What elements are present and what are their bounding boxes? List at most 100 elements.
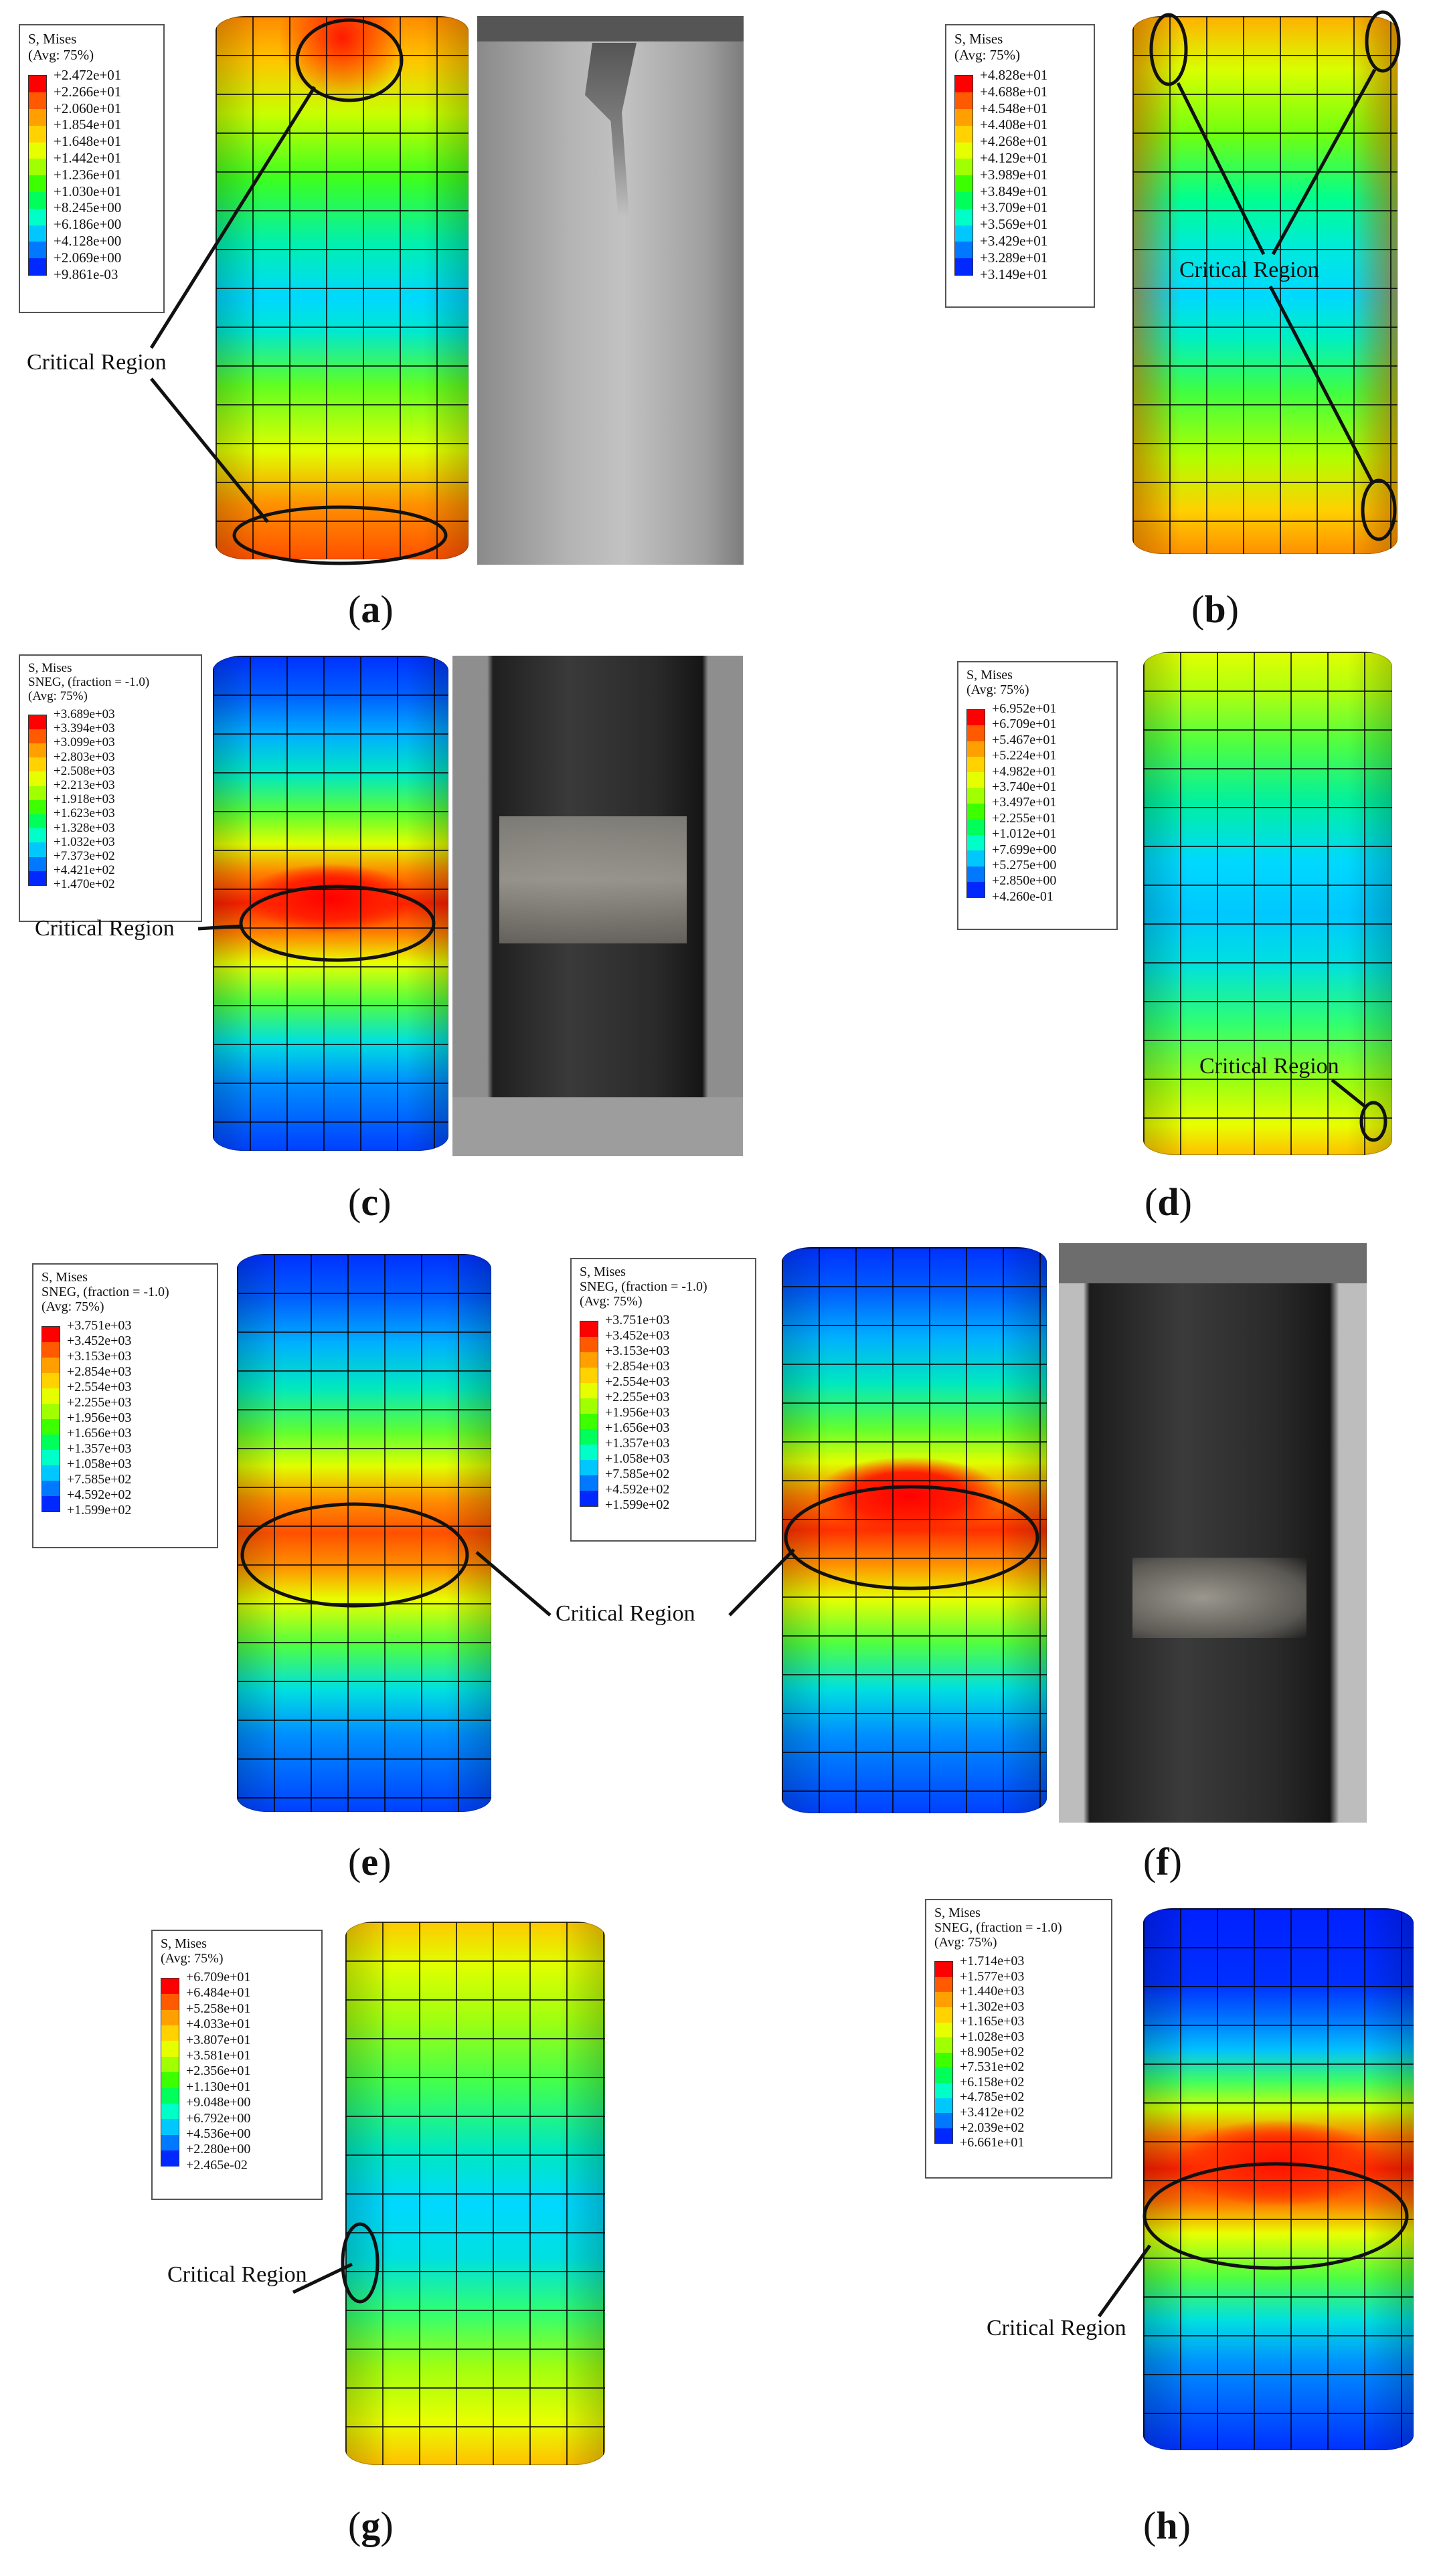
legend-value: +4.129e+01 [980, 149, 1048, 166]
legend-value: +4.548e+01 [980, 100, 1048, 116]
legend-value: +2.803e+03 [54, 749, 115, 764]
legend-swatch [955, 208, 973, 225]
legend-swatch [29, 225, 46, 242]
critical-region-label-a: Critical Region [27, 350, 167, 375]
legend-value: +1.032e+03 [54, 834, 115, 849]
legend-swatch [967, 882, 985, 898]
legend-swatch [580, 1352, 598, 1368]
legend-swatch [935, 1976, 952, 1993]
legend-swatch [29, 191, 46, 209]
legend-swatch [29, 76, 46, 93]
legend-swatch [42, 1342, 60, 1358]
caption-c: (c) [348, 1180, 392, 1224]
legend-swatch [42, 1418, 60, 1435]
legend-swatch [29, 175, 46, 192]
caption-b: (b) [1191, 587, 1239, 631]
caption-g: (g) [348, 2504, 394, 2547]
legend-value: +3.709e+01 [980, 199, 1048, 216]
legend-swatch [935, 2037, 952, 2053]
legend-value: +2.266e+01 [54, 83, 122, 100]
legend-swatch [955, 242, 973, 259]
legend-a-colorbar [28, 75, 47, 276]
legend-value: +4.408e+01 [980, 116, 1048, 133]
caption-d: (d) [1145, 1180, 1192, 1224]
legend-d-values: +6.952e+01 +6.709e+01 +5.467e+01 +5.224e+01… [992, 701, 1056, 905]
legend-value: +5.224e+01 [992, 748, 1057, 763]
legend-value: +2.060e+01 [54, 100, 122, 116]
legend-value: +2.280e+00 [186, 2142, 251, 2157]
legend-swatch [29, 159, 46, 176]
legend-swatch [967, 866, 985, 883]
legend-value: +2.508e+03 [54, 763, 115, 778]
legend-swatch [29, 743, 46, 758]
legend-value: +1.028e+03 [960, 2029, 1025, 2044]
legend-swatch [935, 2128, 952, 2144]
legend-swatch [29, 92, 46, 109]
legend-value: +2.472e+01 [54, 67, 122, 83]
legend-value: +1.470e+02 [54, 877, 115, 892]
legend-value: +6.186e+00 [54, 216, 122, 233]
legend-b-header-2: (Avg: 75%) [954, 47, 1021, 63]
legend-value: +3.289e+01 [980, 249, 1048, 266]
legend-value: +3.149e+01 [980, 266, 1048, 282]
photo-a-crack [585, 43, 637, 217]
legend-e-colorbar [41, 1325, 60, 1512]
legend-value: +8.245e+00 [54, 199, 122, 216]
legend-value: +1.956e+03 [67, 1410, 132, 1425]
legend-value: +3.452e+03 [67, 1333, 132, 1348]
legend-swatch [955, 142, 973, 159]
legend-swatch [161, 2134, 179, 2151]
legend-value: +6.484e+01 [186, 1985, 251, 2001]
legend-swatch [29, 142, 46, 159]
caption-f: (f) [1143, 1840, 1182, 1883]
legend-value: +4.785e+02 [960, 2090, 1025, 2105]
legend-swatch [955, 191, 973, 209]
legend-f-header-3: (Avg: 75%) [580, 1294, 643, 1309]
legend-value: +1.623e+03 [54, 806, 115, 821]
legend-value: +6.158e+02 [960, 2074, 1025, 2090]
legend-swatch [580, 1444, 598, 1460]
legend-swatch [955, 92, 973, 109]
legend-value: +6.709e+01 [992, 717, 1057, 732]
legend-value: +1.599e+02 [605, 1497, 670, 1512]
legend-value: +2.554e+03 [605, 1374, 670, 1389]
legend-e-header-2: SNEG, (fraction = -1.0) [41, 1285, 169, 1299]
legend-c-colorbar [28, 714, 47, 886]
legend-value: +1.648e+01 [54, 133, 122, 150]
legend-c-values: +3.689e+03 +3.394e+03 +3.099e+03 +2.803e+03… [54, 707, 115, 891]
legend-swatch [935, 2083, 952, 2098]
legend-swatch [29, 108, 46, 126]
legend-value: +2.854e+03 [605, 1359, 670, 1374]
legend-swatch [935, 2098, 952, 2114]
legend-value: +4.128e+00 [54, 232, 122, 249]
legend-f-values: +3.751e+03 +3.452e+03 +3.153e+03 +2.854e+03… [605, 1313, 669, 1513]
legend-h-header-3: (Avg: 75%) [934, 1935, 997, 1950]
legend-value: +1.058e+03 [605, 1451, 670, 1466]
legend-value: +1.854e+01 [54, 116, 122, 133]
photo-f-platen [1059, 1243, 1367, 1283]
legend-f-header-1: S, Mises [580, 1265, 626, 1279]
legend-swatch [580, 1429, 598, 1445]
legend-swatch [29, 842, 46, 857]
legend-swatch [29, 242, 46, 259]
legend-swatch [935, 1962, 952, 1977]
legend-f-colorbar [580, 1320, 598, 1507]
legend-value: +4.536e+00 [186, 2126, 251, 2141]
legend-swatch [580, 1336, 598, 1352]
legend-value: +1.918e+03 [54, 792, 115, 807]
legend-swatch [935, 2022, 952, 2038]
legend-value: +1.440e+03 [960, 1984, 1025, 1999]
legend-value: +1.328e+03 [54, 820, 115, 835]
legend-value: +3.429e+01 [980, 232, 1048, 249]
legend-value: +3.807e+01 [186, 2032, 251, 2047]
legend-value: +1.357e+03 [605, 1436, 670, 1451]
legend-swatch [580, 1490, 598, 1506]
legend-value: +3.394e+03 [54, 721, 115, 736]
legend-c-header-1: S, Mises [28, 661, 72, 675]
legend-value: +2.213e+03 [54, 777, 115, 792]
legend-value: +4.421e+02 [54, 863, 115, 878]
legend-value: +2.255e+03 [605, 1390, 670, 1404]
legend-value: +1.577e+03 [960, 1968, 1025, 1984]
caption-h: (h) [1143, 2504, 1191, 2547]
legend-swatch [161, 1978, 179, 1995]
